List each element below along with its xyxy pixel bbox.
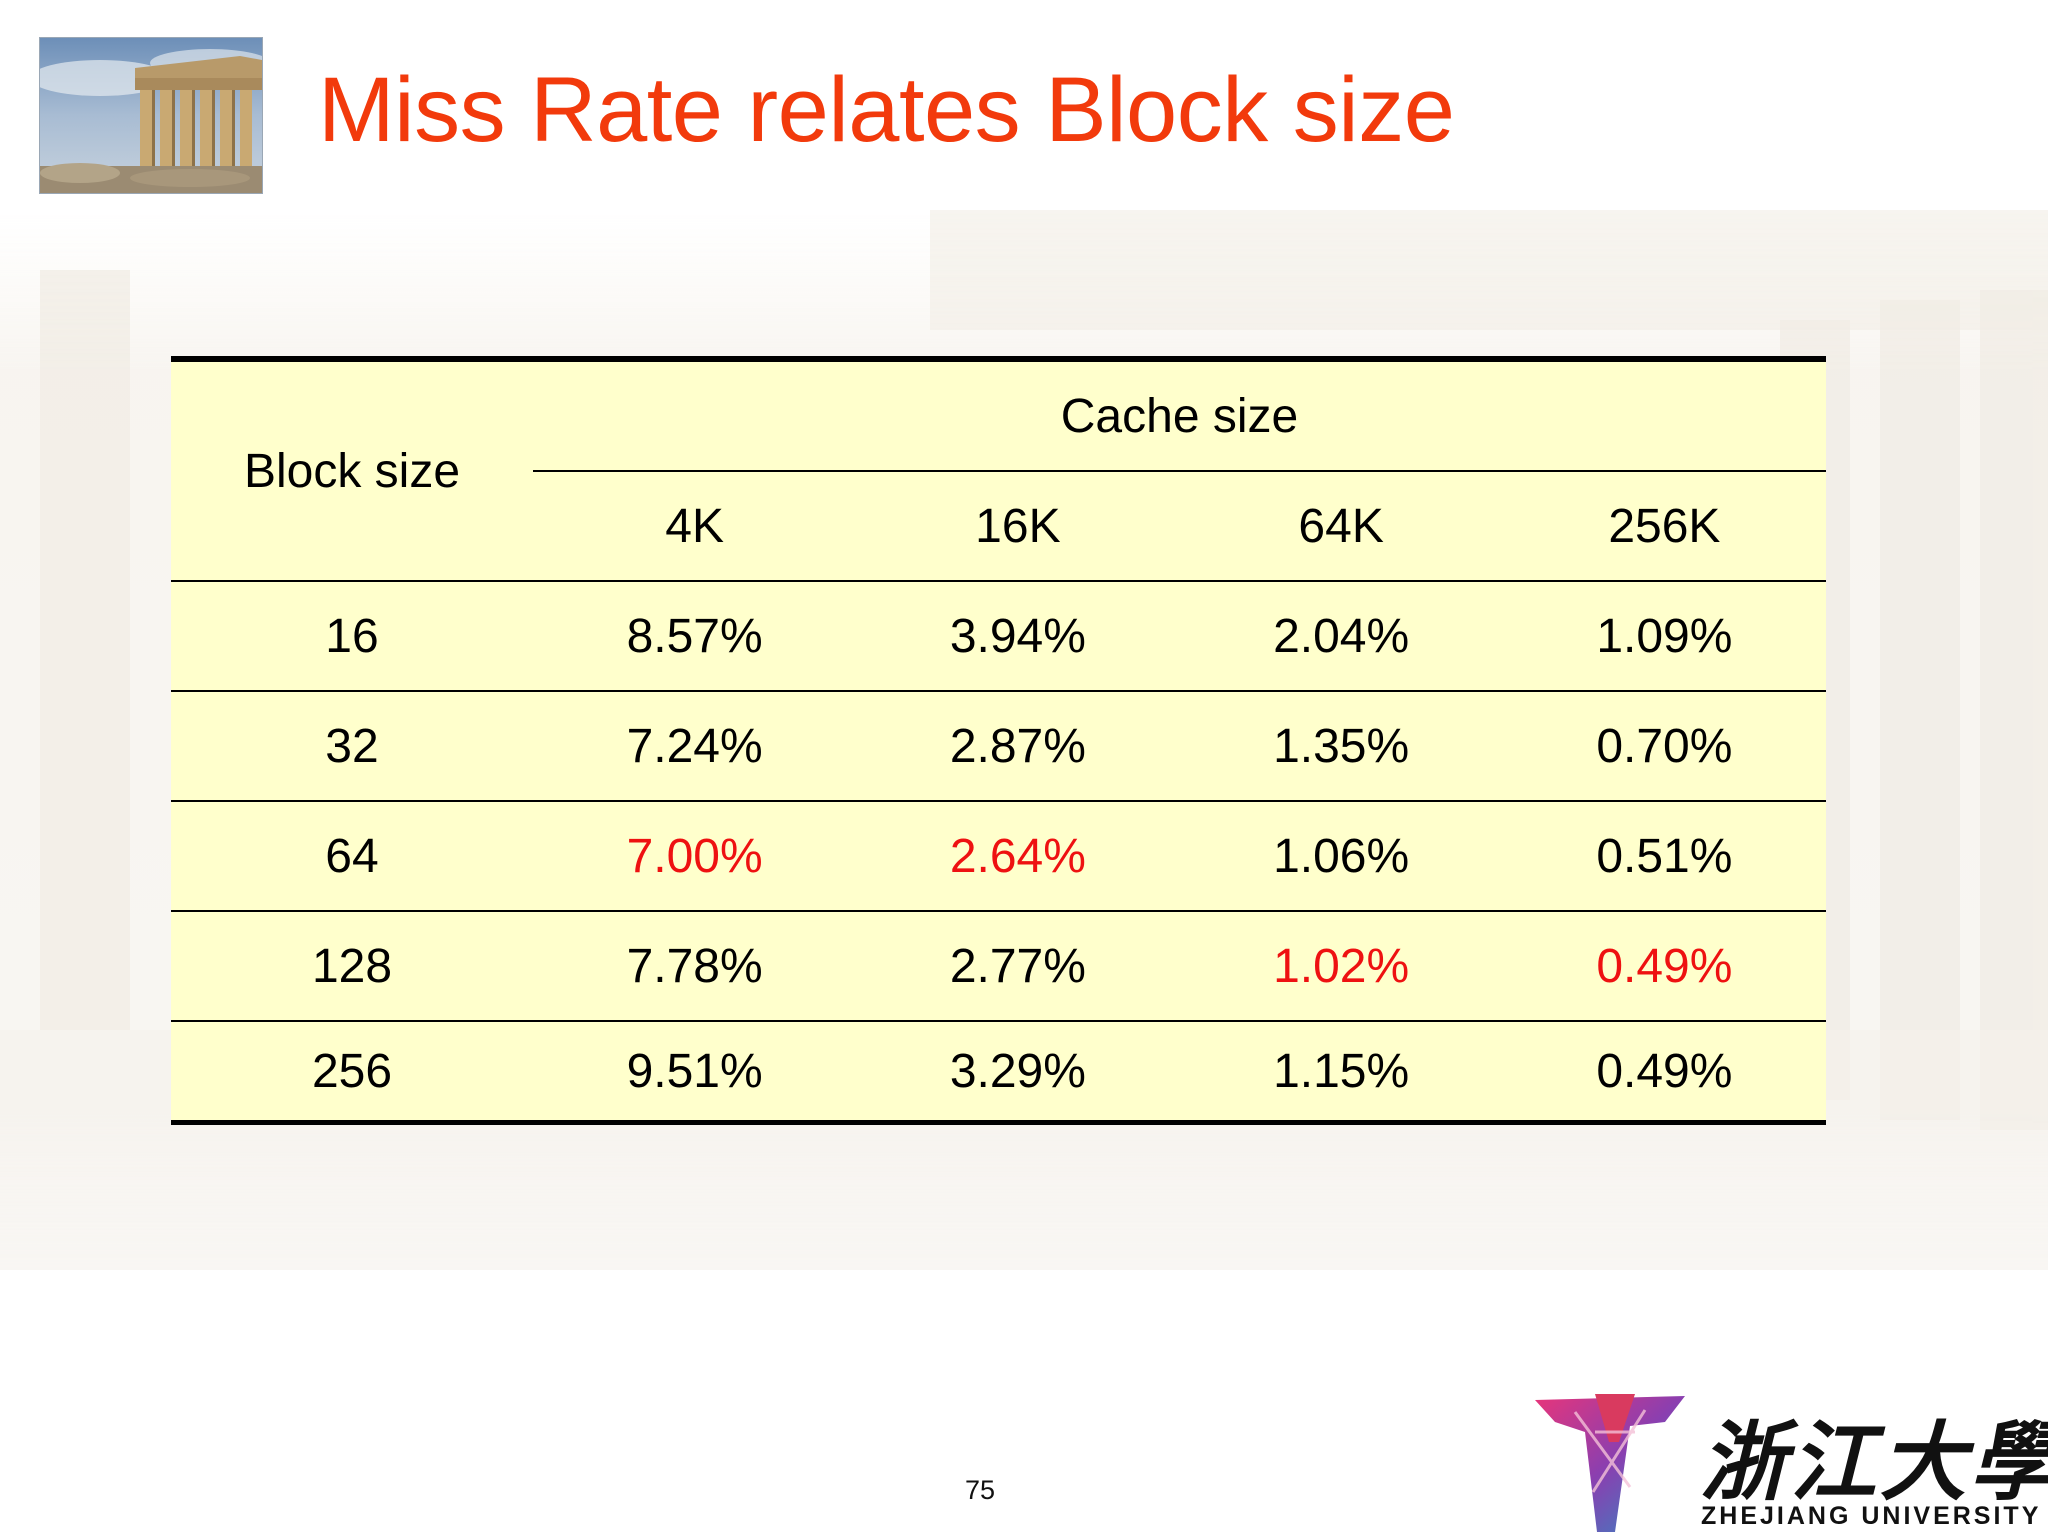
zhejiang-university-logo: 浙江大學 ZHEJIANG UNIVERSITY <box>1535 1392 2048 1532</box>
page-number: 75 <box>965 1475 996 1505</box>
miss-rate-cell: 7.78% <box>533 911 857 1022</box>
cache-size-columns-row: 4K 16K 64K 256K <box>171 471 1826 582</box>
parthenon-thumbnail <box>39 37 263 194</box>
miss-rate-cell: 0.49% <box>1502 1021 1826 1125</box>
table-row: 256 9.51% 3.29% 1.15% 0.49% <box>171 1021 1826 1125</box>
column-header-4k: 4K <box>533 471 857 582</box>
university-name-chinese: 浙江大學 <box>1700 1412 2048 1513</box>
miss-rate-cell: 1.15% <box>1179 1021 1503 1125</box>
column-header-256k: 256K <box>1502 471 1826 582</box>
block-size-cell: 16 <box>171 581 533 692</box>
miss-rate-cell: 0.70% <box>1502 691 1826 802</box>
table-row: 16 8.57% 3.94% 2.04% 1.09% <box>171 581 1826 692</box>
miss-rate-cell: 0.49% <box>1502 911 1826 1022</box>
table-row: 64 7.00% 2.64% 1.06% 0.51% <box>171 801 1826 912</box>
table-row: 32 7.24% 2.87% 1.35% 0.70% <box>171 691 1826 802</box>
miss-rate-table: Block size Cache size 4K 16K 64K 256K 16… <box>171 356 1826 1125</box>
table-header-row: Block size Cache size <box>171 356 1826 582</box>
column-header-16k: 16K <box>856 471 1180 582</box>
block-size-cell: 64 <box>171 801 533 912</box>
miss-rate-cell: 3.94% <box>856 581 1180 692</box>
column-header-64k: 64K <box>1179 471 1503 582</box>
miss-rate-cell: 2.04% <box>1179 581 1503 692</box>
miss-rate-cell: 2.87% <box>856 691 1180 802</box>
slide-title: Miss Rate relates Block size <box>318 59 1455 161</box>
miss-rate-cell: 1.02% <box>1179 911 1503 1022</box>
block-size-cell: 256 <box>171 1021 533 1125</box>
miss-rate-cell: 1.35% <box>1179 691 1503 802</box>
miss-rate-cell: 2.77% <box>856 911 1180 1022</box>
miss-rate-cell: 1.09% <box>1502 581 1826 692</box>
miss-rate-cell: 2.64% <box>856 801 1180 912</box>
miss-rate-cell: 7.00% <box>533 801 857 912</box>
miss-rate-cell: 8.57% <box>533 581 857 692</box>
university-name-english: ZHEJIANG UNIVERSITY <box>1701 1502 2042 1530</box>
miss-rate-cell: 1.06% <box>1179 801 1503 912</box>
block-size-cell: 128 <box>171 911 533 1022</box>
block-size-cell: 32 <box>171 691 533 802</box>
block-size-header: Block size <box>171 356 533 582</box>
university-emblem-icon <box>1535 1394 1685 1532</box>
miss-rate-cell: 3.29% <box>856 1021 1180 1125</box>
table-row: 128 7.78% 2.77% 1.02% 0.49% <box>171 911 1826 1022</box>
miss-rate-cell: 0.51% <box>1502 801 1826 912</box>
miss-rate-cell: 9.51% <box>533 1021 857 1125</box>
cache-size-header: Cache size <box>533 356 1826 472</box>
miss-rate-cell: 7.24% <box>533 691 857 802</box>
